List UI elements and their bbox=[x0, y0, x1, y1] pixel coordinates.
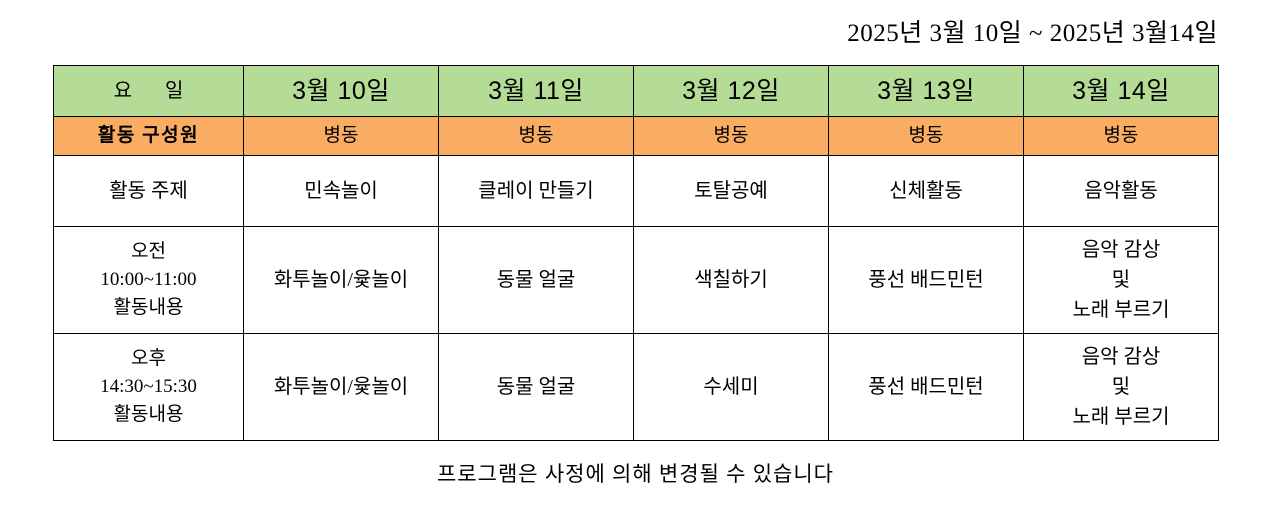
member-cell-3: 병동 bbox=[633, 116, 829, 156]
topic-cell-5: 음악활동 bbox=[1023, 155, 1219, 227]
morning-cell-5: 음악 감상 및 노래 부르기 bbox=[1023, 226, 1219, 334]
topic-cell-4: 신체활동 bbox=[828, 155, 1024, 227]
afternoon-cell-1: 화투놀이/윷놀이 bbox=[243, 333, 439, 441]
row-header-day: 요 일 bbox=[53, 65, 244, 117]
afternoon-cell-5: 음악 감상 및 노래 부르기 bbox=[1023, 333, 1219, 441]
morning-cell-3: 색칠하기 bbox=[633, 226, 829, 334]
change-notice-text: 프로그램은 사정에 의해 변경될 수 있습니다 bbox=[436, 462, 834, 486]
member-cell-4: 병동 bbox=[828, 116, 1024, 156]
topic-cell-1: 민속놀이 bbox=[243, 155, 439, 227]
topic-cell-2: 클레이 만들기 bbox=[438, 155, 634, 227]
date-range-title: 2025년 3월 10일 ~ 2025년 3월14일 bbox=[847, 20, 1218, 47]
table-row-topics: 활동 주제 민속놀이 클레이 만들기 토탈공예 신체활동 음악활동 bbox=[53, 155, 1219, 227]
table-row-members: 활동 구성원 병동 병동 병동 병동 병동 bbox=[53, 116, 1219, 156]
day-header-1: 3월 10일 bbox=[243, 65, 439, 117]
row-header-topic: 활동 주제 bbox=[53, 155, 244, 227]
day-header-4: 3월 13일 bbox=[828, 65, 1024, 117]
topic-cell-3: 토탈공예 bbox=[633, 155, 829, 227]
row-header-member: 활동 구성원 bbox=[53, 116, 244, 156]
day-header-5: 3월 14일 bbox=[1023, 65, 1219, 117]
member-cell-2: 병동 bbox=[438, 116, 634, 156]
member-cell-5: 병동 bbox=[1023, 116, 1219, 156]
day-header-3: 3월 12일 bbox=[633, 65, 829, 117]
row-header-morning: 오전 10:00~11:00 활동내용 bbox=[53, 226, 244, 334]
morning-cell-2: 동물 얼굴 bbox=[438, 226, 634, 334]
weekly-program-table: 요 일 3월 10일 3월 11일 3월 12일 3월 13일 3월 14일 활… bbox=[53, 65, 1219, 441]
morning-cell-1: 화투놀이/윷놀이 bbox=[243, 226, 439, 334]
table-row-afternoon: 오후 14:30~15:30 활동내용 화투놀이/윷놀이 동물 얼굴 수세미 풍… bbox=[53, 333, 1219, 441]
table-row-morning: 오전 10:00~11:00 활동내용 화투놀이/윷놀이 동물 얼굴 색칠하기 … bbox=[53, 226, 1219, 334]
day-header-2: 3월 11일 bbox=[438, 65, 634, 117]
afternoon-cell-2: 동물 얼굴 bbox=[438, 333, 634, 441]
afternoon-cell-3: 수세미 bbox=[633, 333, 829, 441]
table-row-days: 요 일 3월 10일 3월 11일 3월 12일 3월 13일 3월 14일 bbox=[53, 65, 1219, 117]
member-cell-1: 병동 bbox=[243, 116, 439, 156]
afternoon-cell-4: 풍선 배드민턴 bbox=[828, 333, 1024, 441]
row-header-afternoon: 오후 14:30~15:30 활동내용 bbox=[53, 333, 244, 441]
morning-cell-4: 풍선 배드민턴 bbox=[828, 226, 1024, 334]
